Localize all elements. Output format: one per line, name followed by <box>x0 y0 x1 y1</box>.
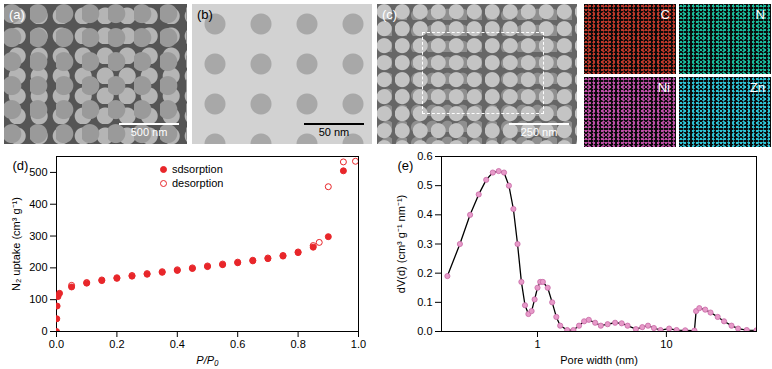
svg-text:400: 400 <box>29 198 47 210</box>
svg-text:0.2: 0.2 <box>417 267 432 279</box>
svg-text:500: 500 <box>29 166 47 178</box>
svg-text:200: 200 <box>29 261 47 273</box>
html-text:Zn: Zn <box>749 80 765 95</box>
html-text:desorption: desorption <box>172 177 224 189</box>
svg-text:dV(d) (cm³ g⁻¹ nm⁻¹): dV(d) (cm³ g⁻¹ nm⁻¹) <box>395 195 407 293</box>
html-text:500 nm: 500 nm <box>130 126 168 138</box>
svg-text:0.3: 0.3 <box>417 238 432 250</box>
svg-text:0.5: 0.5 <box>417 179 432 191</box>
svg-text:0.4: 0.4 <box>170 338 185 350</box>
html-text:50 nm: 50 nm <box>318 126 350 138</box>
svg-text:0.0: 0.0 <box>49 338 64 350</box>
html-text:C: C <box>660 7 670 22</box>
svg-text:100: 100 <box>29 293 47 305</box>
svg-text:Pore width (nm): Pore width (nm) <box>560 354 638 366</box>
svg-text:10: 10 <box>660 338 672 350</box>
svg-text:0.1: 0.1 <box>417 296 432 308</box>
svg-text:0.6: 0.6 <box>417 150 432 162</box>
svg-text:0.2: 0.2 <box>109 338 124 350</box>
svg-text:1.0: 1.0 <box>351 338 366 350</box>
svg-text:0: 0 <box>41 325 47 337</box>
html-text:N: N <box>755 7 765 22</box>
svg-text:N₂ uptake (cm³ g⁻¹): N₂ uptake (cm³ g⁻¹) <box>10 197 22 291</box>
svg-text:(d): (d) <box>13 158 29 173</box>
html-text:Ni: Ni <box>657 80 670 95</box>
html-text:sdsorption: sdsorption <box>172 163 223 175</box>
svg-text:(e): (e) <box>398 158 414 173</box>
svg-text:0.0: 0.0 <box>417 325 432 337</box>
html-text:(c): (c) <box>382 7 398 22</box>
svg-text:0.4: 0.4 <box>417 208 432 220</box>
html-text:(b): (b) <box>197 7 213 22</box>
html-text:(a): (a) <box>9 7 25 22</box>
svg-text:1: 1 <box>534 338 540 350</box>
svg-text:P/P₀: P/P₀ <box>196 354 219 366</box>
html-text:250 nm: 250 nm <box>520 126 558 138</box>
svg-text:0.8: 0.8 <box>290 338 305 350</box>
svg-text:300: 300 <box>29 230 47 242</box>
svg-text:0.6: 0.6 <box>230 338 245 350</box>
